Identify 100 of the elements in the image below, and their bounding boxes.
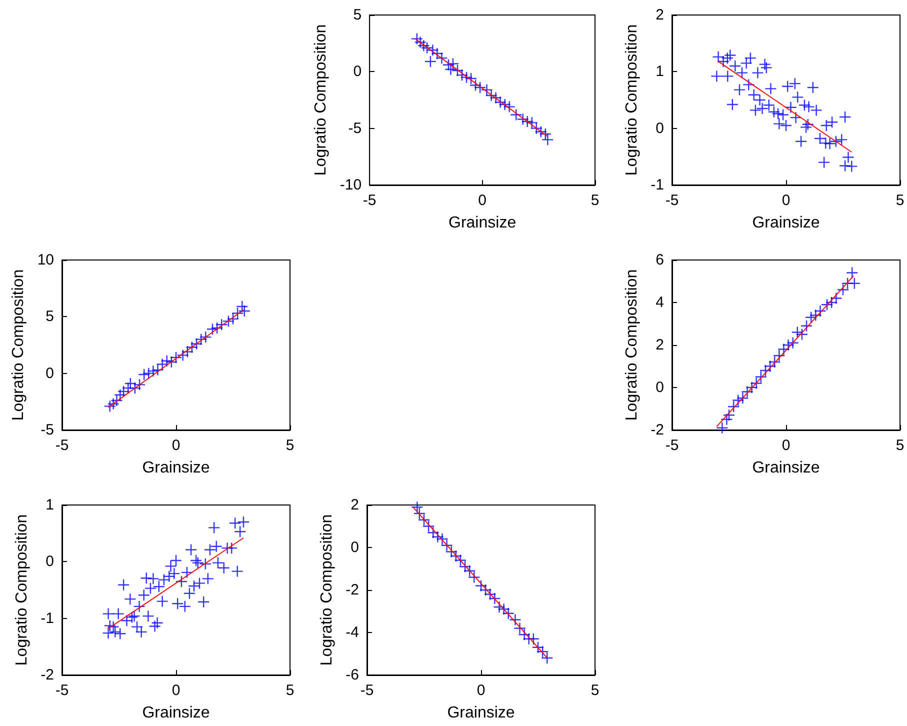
x-axis-title: Grainsize [752,214,820,232]
y-tick-label: -10 [340,176,362,194]
point [126,611,138,624]
point [158,574,170,586]
point [138,589,150,602]
y-tick-label: 0 [656,379,664,396]
point [773,350,786,362]
point [194,333,208,346]
point [170,351,182,364]
point [181,346,194,358]
point [836,134,848,146]
x-tick-label: 5 [896,437,904,454]
y-tick-label: 0 [46,553,54,570]
point [110,394,123,407]
y-tick-label: 6 [656,252,664,268]
y-tick-label: 0 [350,539,359,556]
y-axis-title: Logratio Composition [318,514,336,666]
point [170,554,182,567]
point [231,565,244,578]
point [716,422,728,434]
y-tick-label: 0 [353,63,362,80]
point [460,71,473,84]
y-axis-title: Logratio Composition [623,269,640,421]
point [752,66,764,79]
point [178,600,191,613]
point [830,135,842,148]
point [197,596,210,608]
point [236,300,248,313]
point [836,284,850,296]
point [444,63,457,76]
point [726,98,739,111]
point [800,320,813,332]
point [424,55,437,68]
point [117,385,130,398]
point [171,598,184,610]
point [814,304,826,318]
point [216,318,228,331]
point [151,616,164,629]
point [756,102,768,115]
y-tick-label: 2 [656,6,664,24]
point [826,296,838,309]
point [773,118,786,130]
point [411,501,424,514]
point [838,110,852,124]
point [746,381,758,394]
point [199,558,212,570]
point [790,111,802,124]
y-tick-label: -5 [348,120,362,137]
x-axis-title: Grainsize [447,704,515,722]
y-axis-title: Logratio Composition [312,24,330,176]
y-tick-label: -6 [346,666,359,684]
point [474,81,486,94]
point [772,108,784,120]
point [768,356,781,368]
point [226,542,238,554]
y-tick-label: 0 [46,364,54,382]
point [806,81,820,94]
point [780,119,792,132]
point [163,570,176,582]
point [128,610,140,622]
point [800,121,812,134]
y-tick-label: 1 [46,496,54,514]
x-tick-label: 5 [590,192,600,209]
point [804,311,818,324]
point [237,516,250,528]
y-tick-label: 2 [350,496,359,514]
x-axis-title: Grainsize [142,704,210,722]
y-tick-label: 0 [656,120,664,137]
point [210,322,224,334]
point [210,540,222,552]
point [104,400,116,412]
point [742,78,755,91]
point [120,614,133,627]
point [184,544,198,556]
point [238,304,250,318]
point [754,370,768,383]
point [788,77,801,90]
point [192,556,204,569]
point [102,608,114,620]
point [722,409,736,422]
x-tick-label: 0 [172,437,180,454]
point [848,277,860,290]
y-tick-label: -2 [40,666,54,684]
point [226,312,240,326]
x-tick-label: 0 [478,192,486,209]
point [112,608,124,620]
point [760,62,772,74]
x-tick-label: 5 [286,682,294,699]
point [152,364,164,376]
point [778,343,790,356]
point [200,330,212,344]
y-tick-label: 5 [353,6,362,24]
point [764,82,777,95]
point [781,80,794,92]
y-tick-label: -4 [346,624,359,641]
y-tick-label: -2 [346,582,359,598]
point [133,600,146,613]
point [722,70,734,82]
point [190,338,203,350]
point [148,620,161,632]
